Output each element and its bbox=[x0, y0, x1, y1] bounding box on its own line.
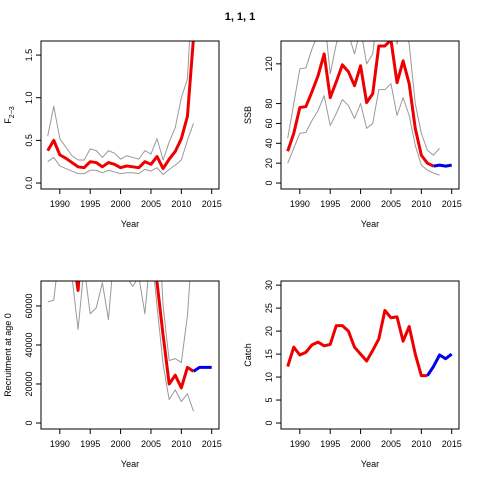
plot-frame bbox=[280, 280, 460, 430]
x-tick-label: 2010 bbox=[411, 439, 431, 449]
plot-frame bbox=[280, 40, 460, 190]
y-tick-label: 1.0 bbox=[24, 91, 34, 104]
x-tick-label: 2015 bbox=[442, 199, 462, 209]
y-tick-label: 60000 bbox=[24, 293, 34, 318]
panel: 1990 1995 2000 2005 2010 2015 0.0 0.5 1.0 1.5 Year… bbox=[3, 40, 222, 229]
x-tick-label: 2015 bbox=[202, 439, 222, 449]
series-line bbox=[75, 281, 195, 390]
series-line bbox=[192, 365, 212, 373]
x-axis-label: Year bbox=[361, 219, 379, 229]
x-tick-label: 2000 bbox=[351, 199, 371, 209]
y-axis-label-main: SSB bbox=[243, 106, 253, 124]
y-tick-label: 40000 bbox=[24, 332, 34, 357]
y-axis-label-main: Catch bbox=[243, 343, 253, 367]
series-group bbox=[46, 41, 195, 175]
x-tick-label: 2010 bbox=[171, 439, 191, 449]
x-tick-label: 2010 bbox=[411, 199, 431, 209]
x-tick-label: 2005 bbox=[381, 199, 401, 209]
x-tick-label: 2005 bbox=[381, 439, 401, 449]
x-tick-label: 1995 bbox=[320, 439, 340, 449]
x-tick-label: 2005 bbox=[141, 439, 161, 449]
x-tick-label: 1990 bbox=[50, 199, 70, 209]
series-group bbox=[286, 41, 452, 176]
series-line bbox=[286, 41, 435, 168]
x-tick-label: 2015 bbox=[442, 439, 462, 449]
x-tick-label: 1995 bbox=[80, 199, 100, 209]
y-tick-label: 60 bbox=[264, 118, 274, 128]
y-tick-label: 20000 bbox=[24, 371, 34, 396]
x-tick-label: 2000 bbox=[111, 199, 131, 209]
x-tick-label: 1990 bbox=[50, 439, 70, 449]
series-line bbox=[426, 352, 453, 377]
y-tick-label: 5 bbox=[264, 398, 274, 403]
y-axis-label: Catch bbox=[243, 343, 253, 367]
y-tick-label: 0.5 bbox=[24, 134, 34, 147]
series-line bbox=[47, 41, 191, 161]
y-tick-label: 120 bbox=[264, 56, 274, 71]
series-group bbox=[286, 308, 453, 378]
y-tick-label: 10 bbox=[264, 372, 274, 382]
y-axis-label-subscript: 2−3 bbox=[9, 106, 16, 118]
y-axis-label-main: Recruitment at age 0 bbox=[3, 313, 13, 397]
y-tick-label: 40 bbox=[264, 138, 274, 148]
panel: 1990 1995 2000 2005 2010 2015 0 20 40 60 80 120 Year… bbox=[243, 40, 462, 229]
x-tick-label: 1995 bbox=[320, 199, 340, 209]
panel: 1990 1995 2000 2005 2010 2015 0 5 10 15 20 25 30 Year… bbox=[243, 280, 462, 469]
y-tick-label: 80 bbox=[264, 99, 274, 109]
series-line bbox=[287, 41, 440, 156]
series-line bbox=[433, 163, 452, 168]
y-axis-label: F2−3 bbox=[3, 106, 16, 123]
y-tick-label: 30 bbox=[264, 280, 274, 290]
y-axis-label-main: F bbox=[3, 118, 13, 124]
x-tick-label: 2000 bbox=[351, 439, 371, 449]
y-tick-label: 25 bbox=[264, 303, 274, 313]
page-title: 1, 1, 1 bbox=[225, 11, 256, 23]
plot-frame bbox=[40, 280, 220, 430]
x-tick-label: 2015 bbox=[202, 199, 222, 209]
series-line bbox=[287, 83, 440, 176]
panel: 1990 1995 2000 2005 2010 2015 0 20000 40000 60000… bbox=[3, 280, 222, 469]
y-tick-label: 1.5 bbox=[24, 49, 34, 62]
x-axis-label: Year bbox=[121, 219, 139, 229]
y-tick-label: 20 bbox=[264, 158, 274, 168]
y-tick-label: 0 bbox=[24, 420, 34, 425]
y-tick-label: 15 bbox=[264, 349, 274, 359]
series-group bbox=[47, 281, 212, 412]
y-tick-label: 20 bbox=[264, 326, 274, 336]
y-tick-label: 0.0 bbox=[24, 177, 34, 190]
x-tick-label: 1995 bbox=[80, 439, 100, 449]
y-tick-label: 0 bbox=[264, 421, 274, 426]
x-tick-label: 1990 bbox=[290, 439, 310, 449]
x-tick-label: 2010 bbox=[171, 199, 191, 209]
x-axis-label: Year bbox=[361, 459, 379, 469]
series-line bbox=[46, 41, 195, 171]
x-tick-label: 2005 bbox=[141, 199, 161, 209]
series-line bbox=[161, 281, 191, 364]
series-line bbox=[47, 281, 194, 412]
x-tick-label: 2000 bbox=[111, 439, 131, 449]
y-tick-label: 0 bbox=[264, 181, 274, 186]
x-tick-label: 1990 bbox=[290, 199, 310, 209]
series-line bbox=[47, 123, 194, 175]
y-axis-label: Recruitment at age 0 bbox=[3, 313, 13, 397]
x-axis-label: Year bbox=[121, 459, 139, 469]
series-line bbox=[286, 308, 428, 378]
plot-frame bbox=[40, 40, 220, 190]
y-axis-label: SSB bbox=[243, 106, 253, 124]
